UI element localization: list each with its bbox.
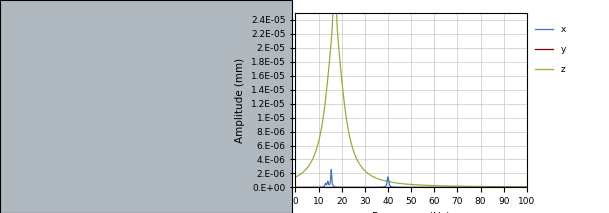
y	[350, 186, 357, 189]
y	[440, 186, 448, 189]
y	[523, 186, 530, 189]
Y-axis label: Amplitude (mm): Amplitude (mm)	[235, 58, 245, 143]
z	[350, 148, 357, 151]
y	[508, 186, 515, 189]
y	[457, 186, 465, 189]
x	[457, 186, 465, 189]
z	[432, 184, 439, 187]
x	[328, 168, 335, 171]
z	[523, 186, 530, 188]
y	[401, 186, 409, 189]
z	[401, 183, 409, 185]
X-axis label: Frequency (Hz): Frequency (Hz)	[372, 212, 450, 213]
x	[401, 186, 409, 189]
y	[432, 186, 439, 189]
z	[457, 185, 465, 187]
x	[292, 186, 299, 189]
z	[292, 176, 299, 178]
x	[432, 186, 439, 189]
Legend: x, y, z: x, y, z	[532, 22, 569, 77]
x	[350, 186, 357, 189]
y	[292, 186, 299, 189]
x	[523, 186, 530, 189]
z	[508, 186, 515, 188]
Line: z: z	[295, 0, 527, 187]
y	[328, 186, 335, 189]
Line: x: x	[295, 170, 527, 187]
z	[440, 185, 448, 187]
x	[440, 186, 448, 189]
x	[508, 186, 515, 189]
